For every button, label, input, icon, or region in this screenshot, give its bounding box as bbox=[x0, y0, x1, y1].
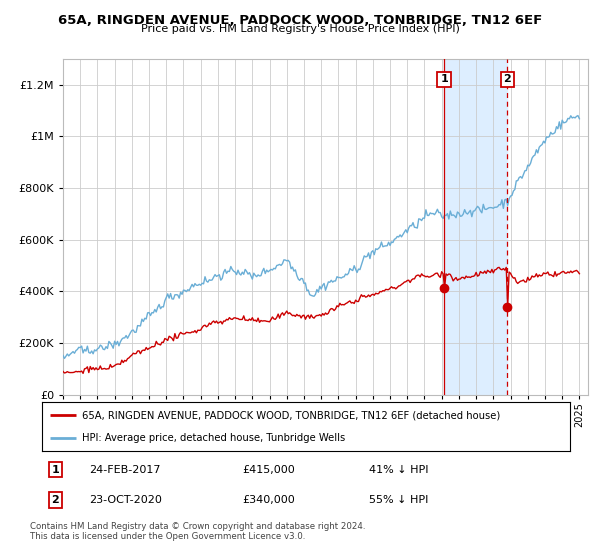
Text: Contains HM Land Registry data © Crown copyright and database right 2024.
This d: Contains HM Land Registry data © Crown c… bbox=[30, 522, 365, 542]
Text: 23-OCT-2020: 23-OCT-2020 bbox=[89, 495, 163, 505]
Bar bbox=[444, 59, 507, 395]
Text: 55% ↓ HPI: 55% ↓ HPI bbox=[370, 495, 429, 505]
Text: 2: 2 bbox=[503, 74, 511, 85]
Text: HPI: Average price, detached house, Tunbridge Wells: HPI: Average price, detached house, Tunb… bbox=[82, 433, 345, 444]
Text: £415,000: £415,000 bbox=[242, 465, 295, 475]
Text: 65A, RINGDEN AVENUE, PADDOCK WOOD, TONBRIDGE, TN12 6EF: 65A, RINGDEN AVENUE, PADDOCK WOOD, TONBR… bbox=[58, 14, 542, 27]
Text: 24-FEB-2017: 24-FEB-2017 bbox=[89, 465, 161, 475]
Text: £340,000: £340,000 bbox=[242, 495, 295, 505]
Text: Price paid vs. HM Land Registry's House Price Index (HPI): Price paid vs. HM Land Registry's House … bbox=[140, 24, 460, 34]
Text: 41% ↓ HPI: 41% ↓ HPI bbox=[370, 465, 429, 475]
Text: 2: 2 bbox=[52, 495, 59, 505]
Text: 1: 1 bbox=[52, 465, 59, 475]
Text: 65A, RINGDEN AVENUE, PADDOCK WOOD, TONBRIDGE, TN12 6EF (detached house): 65A, RINGDEN AVENUE, PADDOCK WOOD, TONBR… bbox=[82, 410, 500, 421]
Text: 1: 1 bbox=[440, 74, 448, 85]
